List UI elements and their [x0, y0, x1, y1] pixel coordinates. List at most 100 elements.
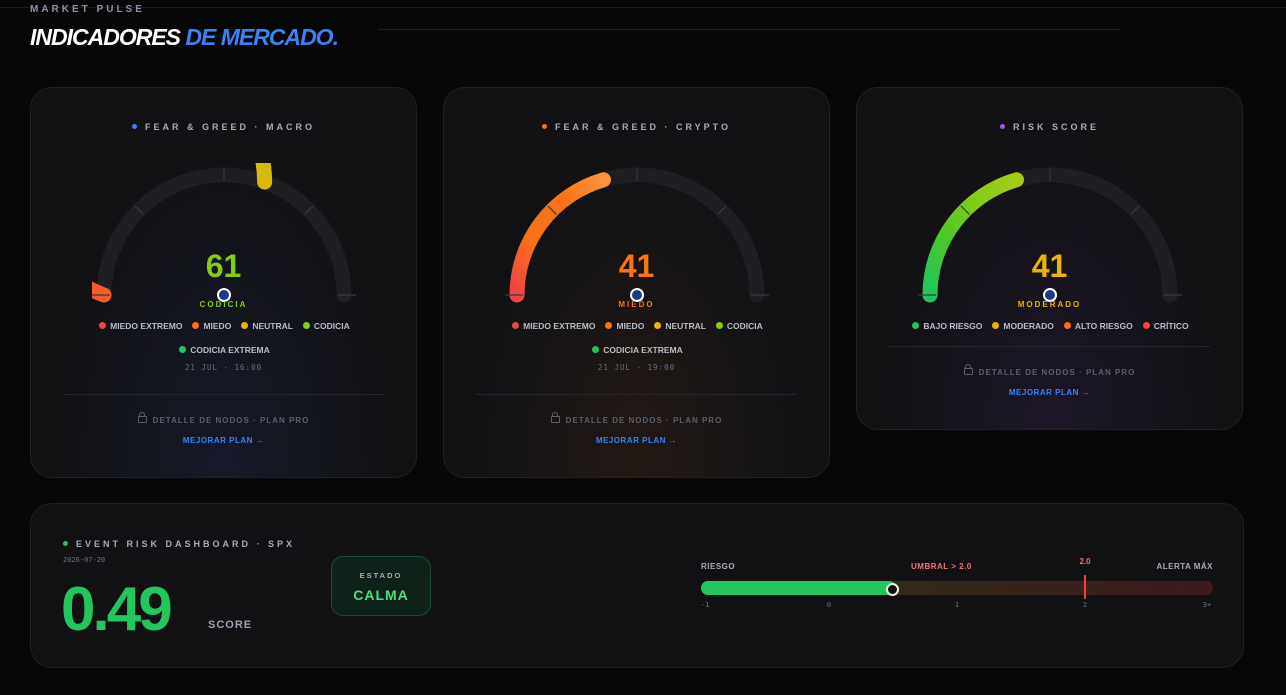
gauge-value: 61: [205, 248, 242, 284]
state-label: ESTADO: [359, 571, 403, 580]
event-score: 0.49: [61, 575, 173, 644]
risk-tick-label: 2: [1082, 601, 1088, 609]
legend-item: ALTO RIESGO: [1063, 314, 1133, 338]
legend-item: MODERADO: [992, 314, 1054, 338]
gauge-pivot-icon: [1043, 288, 1057, 302]
legend-item: CODICIA: [302, 314, 350, 338]
legend-dot-icon: [512, 322, 520, 330]
event-risk-card: EVENT RISK DASHBOARD · SPX 2026-07-20 0.…: [30, 503, 1244, 668]
legend-label: CODICIA: [313, 321, 350, 331]
risk-tick-label: 1: [954, 601, 960, 609]
risk-bar: RIESGO UMBRAL > 2.0 ALERTA MÁX 2.0 -1 0 1 2…: [700, 557, 1213, 619]
gauge-status-label: CODICIA: [199, 300, 248, 309]
locked-text: DETALLE DE NODOS · PLAN PRO: [565, 416, 723, 425]
legend-dot-icon: [592, 346, 600, 354]
gauge-value: 41: [618, 248, 655, 284]
risk-tick-label: 3+: [1202, 601, 1212, 609]
gauge-status-label: MODERADO: [1017, 300, 1082, 309]
card-fear-greed-crypto: FEAR & GREED · CRYPTO 41 MIEDO MIEDO EXTRE…: [443, 87, 830, 478]
card-divider: [63, 394, 384, 395]
event-title-text: EVENT RISK DASHBOARD · SPX: [76, 539, 296, 549]
legend-label: NEUTRAL: [252, 321, 293, 331]
gauge-pivot-icon: [217, 288, 231, 302]
top-divider: [0, 7, 1286, 8]
risk-label: RIESGO: [701, 562, 736, 571]
page-title-blue: DE MERCADO.: [185, 24, 339, 50]
card-divider: [889, 346, 1210, 347]
legend-label: CRÍTICO: [1153, 321, 1189, 331]
upgrade-plan-link[interactable]: MEJORAR PLAN →: [1008, 388, 1091, 397]
max-alert-label: ALERTA MÁX: [1156, 562, 1213, 571]
legend-dot-icon: [302, 322, 310, 330]
state-badge: ESTADO CALMA: [331, 556, 431, 616]
legend-label: MIEDO: [203, 321, 232, 331]
title-dot-icon: [541, 124, 547, 130]
legend-dot-icon: [654, 322, 662, 330]
legend-dot-icon: [241, 322, 249, 330]
locked-feature: DETALLE DE NODOS · PLAN PRO: [857, 364, 1242, 377]
card-title: FEAR & GREED · MACRO: [31, 122, 416, 132]
event-score-label: SCORE: [208, 619, 253, 631]
risk-tick-label: -1: [700, 601, 710, 609]
gauge-value-arc: [509, 172, 612, 303]
card-risk-score: RISK SCORE 41 MODERADO BAJO RIESGO MODERADO…: [856, 87, 1243, 430]
threshold-label: UMBRAL > 2.0: [911, 562, 972, 571]
gauge-value-arc: [922, 172, 1025, 303]
legend-dot-icon: [192, 322, 200, 330]
gauge-timestamp: 21 JUL · 16:00: [184, 363, 263, 372]
legend-label: BAJO RIESGO: [923, 321, 983, 331]
legend-label: MIEDO EXTREMO: [110, 321, 183, 331]
legend-item: CRÍTICO: [1142, 314, 1189, 338]
gauge-tick: [1130, 205, 1140, 215]
gauge-tick: [134, 205, 144, 215]
legend-label: MODERADO: [1003, 321, 1054, 331]
risk-fill: [701, 581, 896, 595]
legend-item: CODICIA: [715, 314, 763, 338]
gauge-pivot-icon: [630, 288, 644, 302]
legend-dot-icon: [1142, 322, 1150, 330]
card-title: RISK SCORE: [857, 122, 1242, 132]
locked-feature: DETALLE DE NODOS · PLAN PRO: [31, 412, 416, 425]
legend-item: BAJO RIESGO: [912, 314, 982, 338]
legend-label: CODICIA: [726, 321, 763, 331]
event-title: EVENT RISK DASHBOARD · SPX: [63, 539, 295, 549]
gauge-legend: MIEDO EXTREMO MIEDO NEUTRAL CODICIA CODICIA …: [61, 314, 388, 362]
page-title-white: INDICADORES: [30, 24, 181, 50]
legend-label: MIEDO EXTREMO: [523, 321, 596, 331]
title-dot-icon: [132, 124, 137, 130]
card-fear-greed-macro: FEAR & GREED · MACRO 61 CODICIA MIEDO EXTR…: [30, 87, 417, 478]
state-value: CALMA: [353, 587, 409, 603]
gauge-value: 41: [1031, 248, 1068, 284]
section-overline: MARKET PULSE: [30, 4, 145, 15]
status-dot-icon: [63, 541, 68, 547]
legend-item: CODICIA EXTREMA: [179, 338, 270, 362]
legend-dot-icon: [99, 322, 107, 330]
lock-icon: [137, 412, 147, 424]
gauge-tick: [717, 205, 727, 215]
locked-text: DETALLE DE NODOS · PLAN PRO: [152, 416, 310, 425]
legend-dot-icon: [605, 322, 613, 330]
threshold-marker-label: 2.0: [1079, 557, 1091, 566]
gauge-tick: [304, 205, 314, 215]
title-dot-icon: [999, 124, 1005, 130]
legend-item: MIEDO: [192, 314, 231, 338]
threshold-marker: [1084, 575, 1086, 599]
lock-icon: [550, 412, 560, 424]
legend-item: NEUTRAL: [654, 314, 706, 338]
gauge-legend: BAJO RIESGO MODERADO ALTO RIESGO CRÍTICO: [887, 314, 1214, 338]
upgrade-plan-link[interactable]: MEJORAR PLAN →: [595, 436, 678, 445]
legend-dot-icon: [715, 322, 723, 330]
gauge-status-label: MIEDO: [618, 300, 655, 309]
legend-dot-icon: [992, 322, 1000, 330]
card-divider: [476, 394, 797, 395]
legend-item: MIEDO: [605, 314, 644, 338]
card-title-text: FEAR & GREED · MACRO: [145, 122, 315, 132]
gauge-tick: [960, 205, 970, 215]
gauge-legend: MIEDO EXTREMO MIEDO NEUTRAL CODICIA CODICIA …: [474, 314, 801, 362]
card-title-text: RISK SCORE: [1012, 122, 1099, 132]
legend-dot-icon: [179, 346, 187, 354]
upgrade-plan-link[interactable]: MEJORAR PLAN →: [182, 436, 265, 445]
legend-label: CODICIA EXTREMA: [190, 345, 270, 355]
legend-dot-icon: [1063, 322, 1071, 330]
legend-item: CODICIA EXTREMA: [592, 338, 683, 362]
